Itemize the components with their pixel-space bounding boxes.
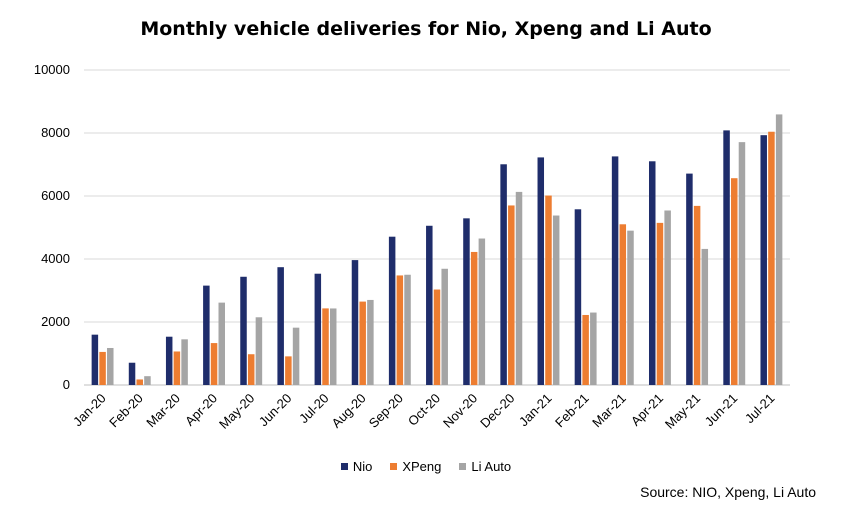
bar-nio <box>351 260 359 385</box>
legend: Nio XPeng Li Auto <box>0 459 852 474</box>
bar-li-auto <box>590 312 597 385</box>
legend-label-xpeng: XPeng <box>402 459 442 474</box>
bar-li-auto <box>515 191 523 385</box>
bar-nio <box>723 130 730 385</box>
bar-nio <box>314 273 322 385</box>
legend-item-nio: Nio <box>340 459 373 474</box>
legend-swatch-nio <box>340 463 348 470</box>
x-tick-label: May-20 <box>216 391 257 432</box>
bar-li-auto <box>181 339 188 385</box>
x-tick-label: Jun-21 <box>702 391 741 430</box>
bar-li-auto <box>738 142 746 385</box>
bar-nio <box>128 362 136 385</box>
y-tick-label: 2000 <box>41 314 70 329</box>
y-tick-label: 4000 <box>41 251 70 266</box>
bar-nio <box>648 161 656 385</box>
legend-swatch-li-auto <box>459 463 467 470</box>
bar-li-auto <box>552 215 560 385</box>
x-tick-label: May-21 <box>662 391 703 432</box>
bar-nio <box>277 267 284 385</box>
bar-xpeng <box>731 178 738 385</box>
x-tick-label: Feb-20 <box>106 391 146 431</box>
bar-nio <box>463 218 470 385</box>
x-tick-label: Mar-21 <box>589 391 629 431</box>
bar-li-auto <box>367 299 374 385</box>
source-note: Source: NIO, Xpeng, Li Auto <box>640 484 816 500</box>
bar-nio <box>388 236 396 385</box>
chart-title: Monthly vehicle deliveries for Nio, Xpen… <box>140 18 712 40</box>
bar-xpeng <box>136 379 143 385</box>
y-tick-label: 8000 <box>41 125 70 140</box>
bar-nio <box>574 209 582 385</box>
bar-nio <box>91 334 99 385</box>
bar-nio <box>426 225 433 385</box>
bar-xpeng <box>396 275 404 385</box>
bar-li-auto <box>701 248 709 385</box>
bar-xpeng <box>247 354 255 385</box>
legend-item-xpeng: XPeng <box>390 459 441 474</box>
x-tick-label: Feb-21 <box>552 391 592 431</box>
y-axis-ticks: 0 2000 4000 6000 8000 10000 <box>34 62 70 392</box>
y-tick-label: 0 <box>63 377 70 392</box>
bar-li-auto <box>329 308 337 385</box>
bar-li-auto <box>107 347 114 385</box>
x-tick-label: Apr-21 <box>628 391 666 429</box>
bar-nio <box>500 164 507 385</box>
bar-xpeng <box>582 314 589 385</box>
legend-item-li-auto: Li Auto <box>459 459 511 474</box>
x-tick-label: Mar-20 <box>143 391 183 431</box>
x-tick-label: Oct-20 <box>405 391 443 429</box>
bar-li-auto <box>441 268 448 385</box>
x-tick-label: Jan-20 <box>70 391 109 430</box>
bar-xpeng <box>433 289 441 385</box>
bar-xpeng <box>173 351 181 385</box>
y-tick-label: 10000 <box>34 62 70 77</box>
bar-nio <box>537 157 545 385</box>
bar-nio <box>760 135 767 385</box>
bar-xpeng <box>285 356 292 385</box>
bar-li-auto <box>218 302 226 385</box>
x-tick-label: Apr-20 <box>182 391 220 429</box>
bar-li-auto <box>255 317 263 385</box>
x-tick-label: Nov-20 <box>440 391 480 431</box>
x-tick-label: Jan-21 <box>516 391 555 430</box>
bar-xpeng <box>768 131 775 385</box>
legend-swatch-xpeng <box>390 463 398 470</box>
bar-xpeng <box>619 224 627 385</box>
legend-label-nio: Nio <box>352 459 373 474</box>
bar-xpeng <box>508 205 515 385</box>
bar-xpeng <box>210 343 218 385</box>
x-tick-label: Jun-20 <box>256 391 295 430</box>
bar-xpeng <box>322 308 329 385</box>
bar-li-auto <box>664 210 671 385</box>
x-tick-label: Jul-21 <box>742 391 778 427</box>
bar-nio <box>240 276 247 385</box>
bar-nio <box>686 173 693 385</box>
bar-nio <box>165 336 173 385</box>
bar-xpeng <box>656 222 664 385</box>
bar-xpeng <box>693 205 701 385</box>
bar-li-auto <box>144 376 151 385</box>
x-tick-label: Sep-20 <box>366 391 406 431</box>
x-tick-label: Dec-20 <box>477 391 517 431</box>
bar-nio <box>203 285 210 385</box>
bar-li-auto <box>404 274 411 385</box>
bar-nio <box>611 156 619 385</box>
x-tick-label: Aug-20 <box>329 391 369 431</box>
bar-xpeng <box>470 251 478 385</box>
bar-xpeng <box>99 351 106 385</box>
bar-li-auto <box>775 114 783 385</box>
bars <box>91 114 783 385</box>
legend-label-li-auto: Li Auto <box>471 459 512 474</box>
y-tick-label: 6000 <box>41 188 70 203</box>
bar-li-auto <box>478 238 486 385</box>
bar-xpeng <box>545 195 552 385</box>
bar-li-auto <box>292 327 300 385</box>
x-tick-label: Jul-20 <box>296 391 332 427</box>
bar-xpeng <box>359 301 366 385</box>
bar-li-auto <box>627 230 634 385</box>
